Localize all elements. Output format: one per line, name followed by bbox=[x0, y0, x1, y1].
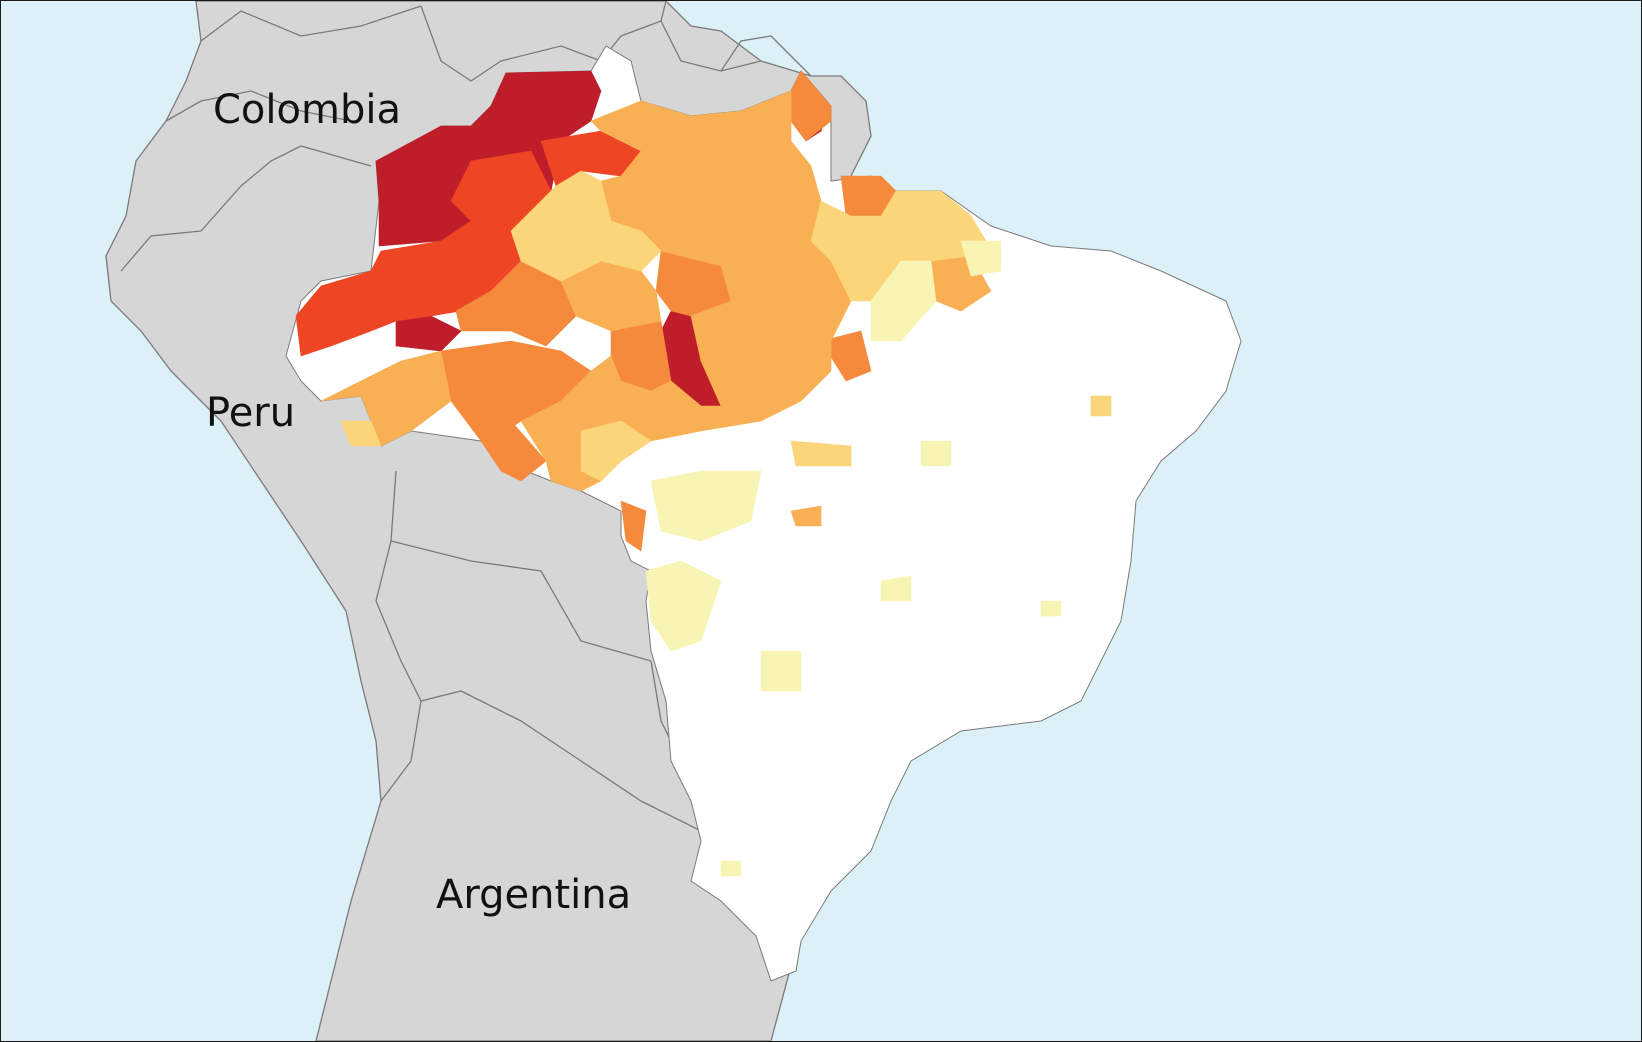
region-lowest bbox=[645, 560, 722, 652]
border-line bbox=[390, 540, 652, 662]
region-mid bbox=[790, 505, 822, 527]
region-lowest bbox=[870, 260, 937, 342]
border-line bbox=[165, 90, 352, 122]
label-colombia: Colombia bbox=[213, 87, 401, 133]
region-lowest bbox=[650, 470, 762, 542]
region-lowest bbox=[960, 240, 1002, 277]
border-line bbox=[420, 5, 602, 82]
region-mid bbox=[320, 350, 452, 447]
region-lowest bbox=[720, 860, 742, 877]
region-lowest bbox=[880, 575, 912, 602]
border-line bbox=[660, 20, 762, 72]
region-lowest bbox=[1040, 600, 1062, 617]
region-mid-high bbox=[820, 330, 872, 382]
region-low-mid bbox=[1090, 395, 1112, 417]
country-borders bbox=[120, 1, 812, 832]
border-line bbox=[720, 35, 812, 77]
border-line bbox=[200, 5, 422, 42]
region-low-mid bbox=[580, 420, 652, 482]
region-lowest bbox=[920, 440, 952, 467]
label-peru: Peru bbox=[206, 390, 295, 436]
region-low-mid bbox=[340, 420, 382, 447]
region-mid-high bbox=[480, 410, 547, 482]
region-lowest bbox=[760, 650, 802, 692]
region-low-mid bbox=[510, 170, 662, 282]
region-low-mid bbox=[790, 440, 852, 467]
choropleth-regions bbox=[295, 70, 1112, 877]
border-line bbox=[120, 145, 372, 272]
label-argentina: Argentina bbox=[436, 872, 631, 918]
region-mid-high bbox=[620, 500, 647, 552]
